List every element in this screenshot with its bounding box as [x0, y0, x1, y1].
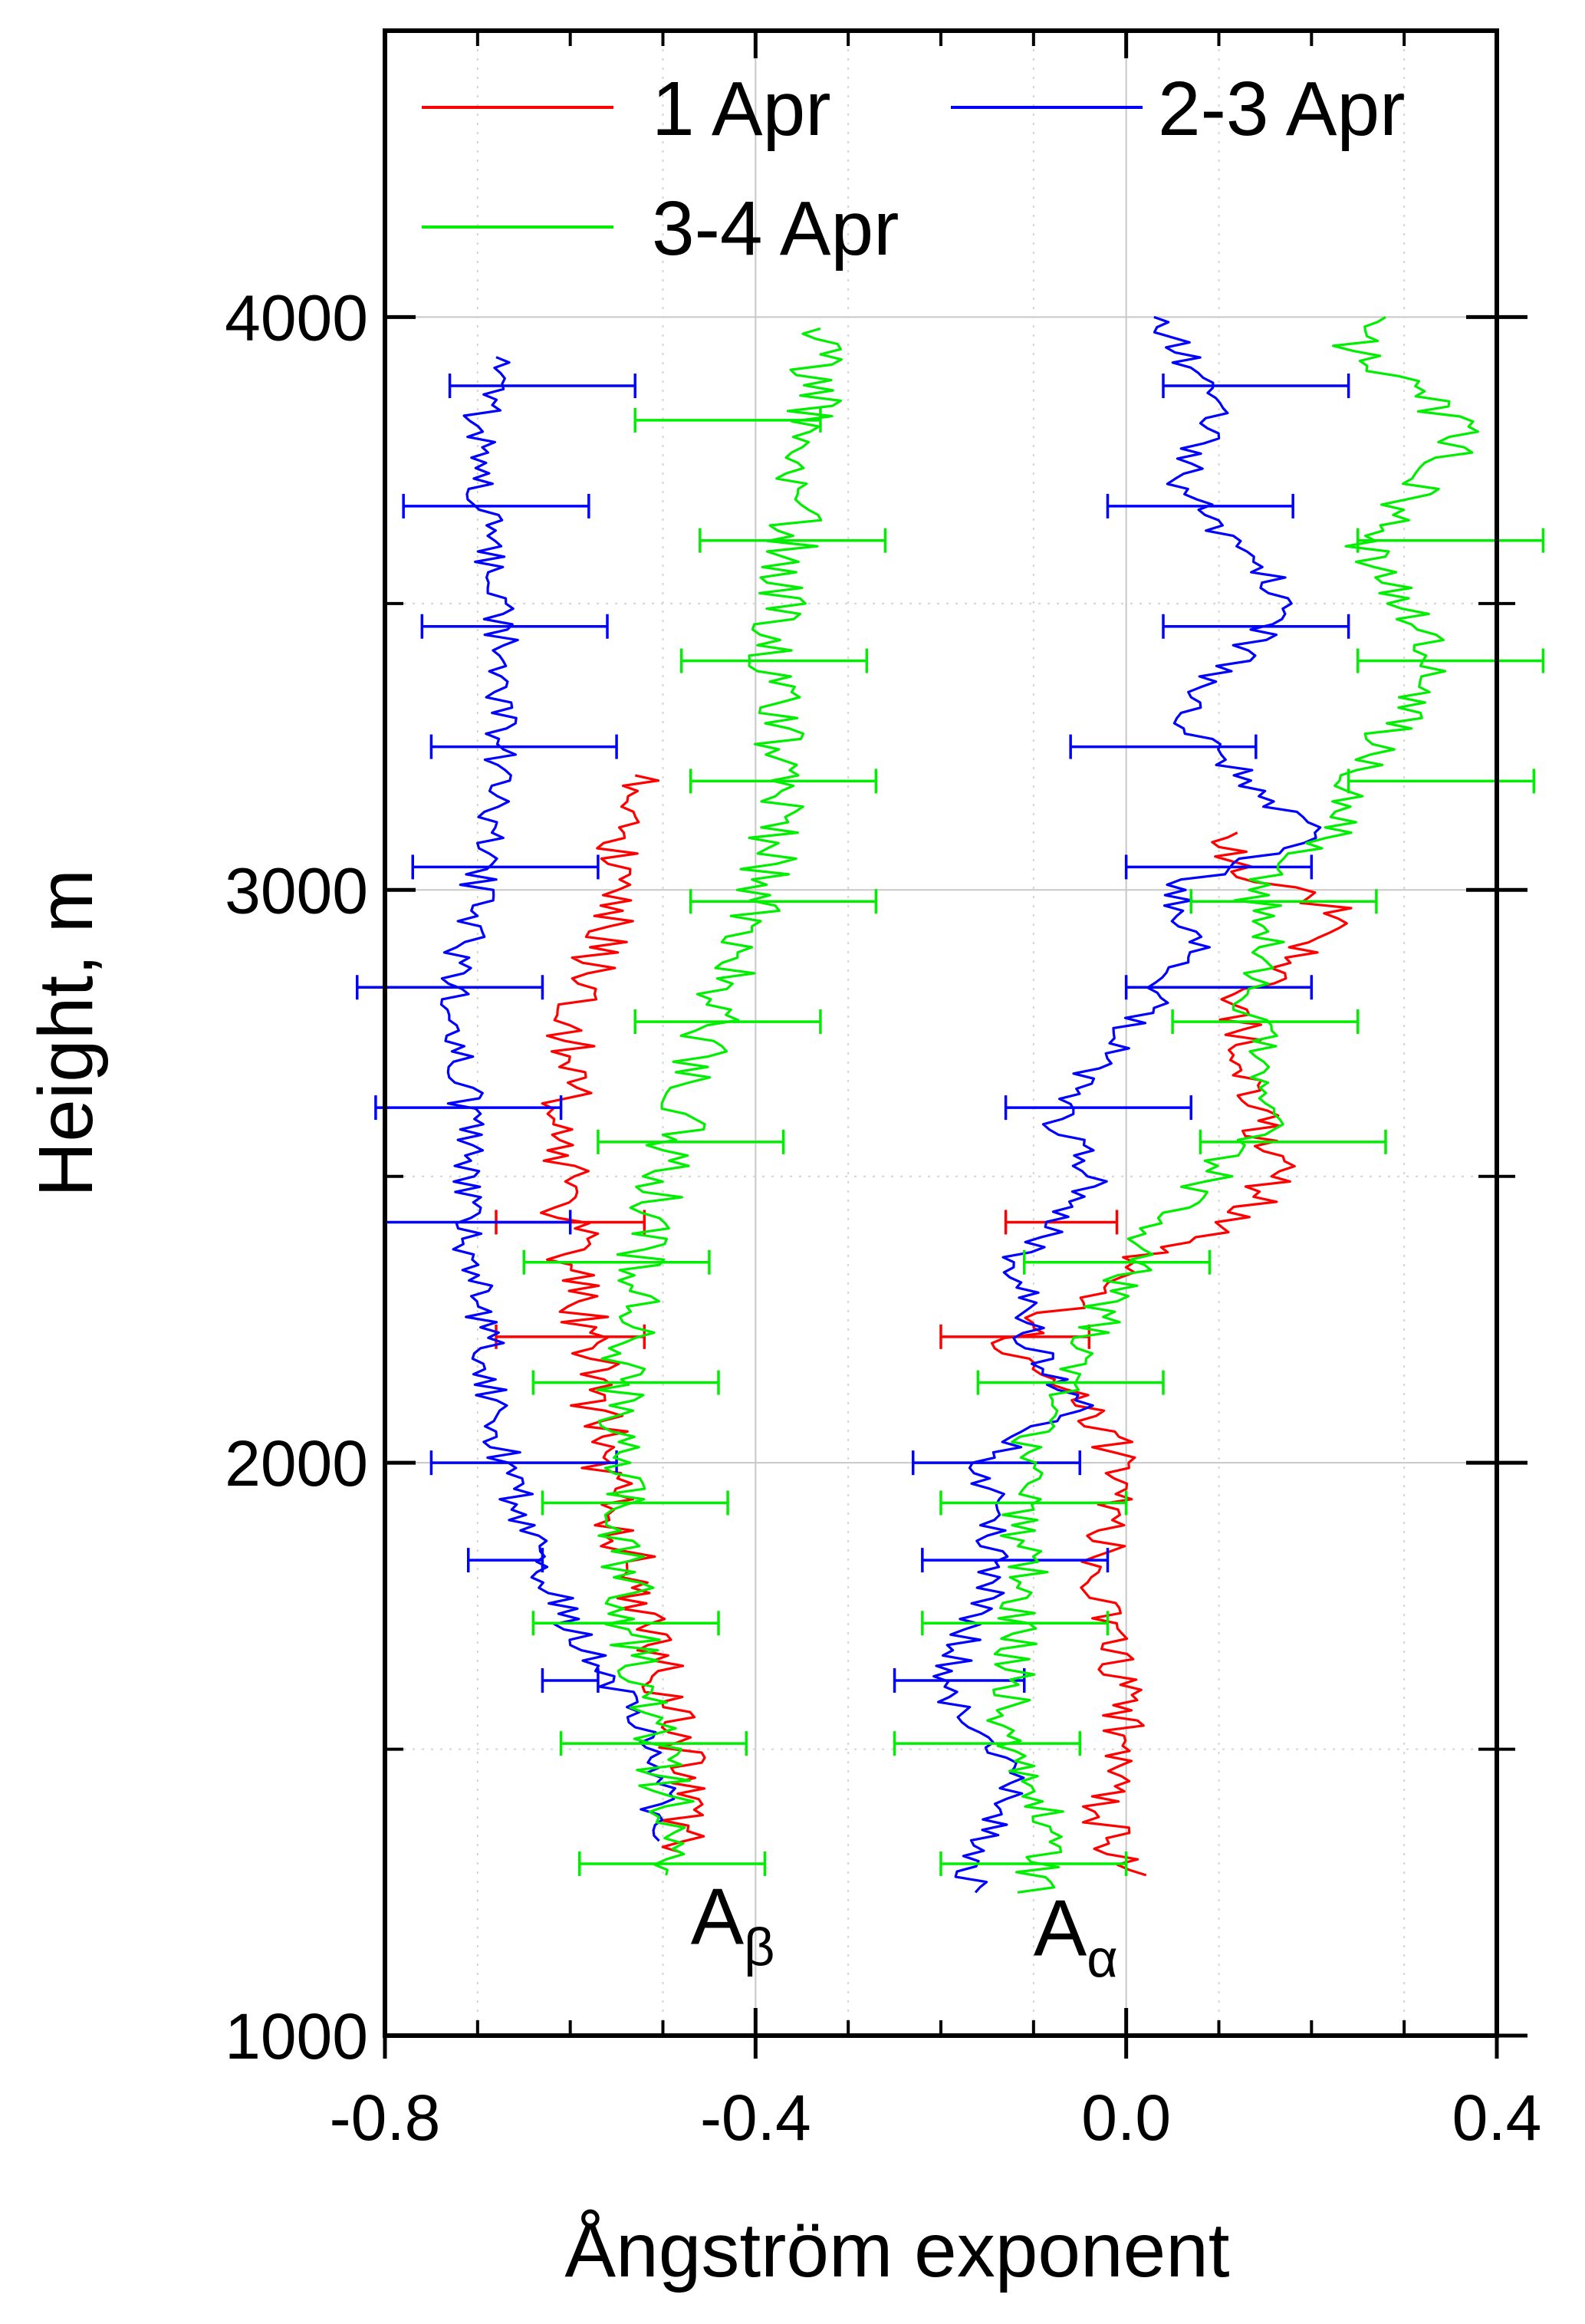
legend-label-1-apr: 1 Apr — [652, 66, 831, 152]
annotation-a-beta: Aβ — [691, 1873, 775, 1977]
error-bar-2-3-apr — [1004, 1095, 1192, 1121]
error-bar-2-3-apr — [912, 1450, 1081, 1476]
error-bar-3-4-apr — [531, 1611, 720, 1636]
series-2-3-apr — [356, 315, 1350, 1894]
error-bar-2-3-apr — [541, 1667, 600, 1693]
y-tick-label: 1000 — [225, 2000, 368, 2072]
error-bar-2-3-apr — [921, 1548, 1110, 1573]
error-bar-3-4-apr — [531, 1370, 720, 1395]
series-line-2-3-apr-a-alpha — [932, 315, 1322, 1894]
error-bar-3-4-apr — [1171, 1009, 1360, 1035]
y-tick-label: 4000 — [225, 281, 368, 354]
error-bar-3-4-apr — [1356, 648, 1545, 673]
error-bar-2-3-apr — [356, 975, 544, 1000]
error-bar-2-3-apr — [1069, 734, 1258, 759]
error-bar-3-4-apr — [1199, 1129, 1387, 1154]
series-line-3-4-apr-a-beta — [596, 327, 843, 1876]
error-bar-3-4-apr — [633, 407, 822, 433]
x-tick-label: 0.4 — [1452, 2082, 1542, 2154]
annotation-main: A — [1034, 1884, 1087, 1973]
error-bar-2-3-apr — [1162, 374, 1350, 399]
y-tick-label: 2000 — [225, 1427, 368, 1499]
annotation-a-alpha: Aα — [1034, 1884, 1118, 1988]
y-axis-title: Height, m — [23, 869, 109, 1197]
series-line-2-3-apr-a-beta — [439, 356, 676, 1842]
error-bar-2-3-apr — [1162, 614, 1350, 639]
error-bar-3-4-apr — [522, 1249, 711, 1275]
error-bar-3-4-apr — [976, 1370, 1165, 1395]
error-bar-2-3-apr — [374, 1095, 563, 1121]
annotation-subscript: β — [744, 1917, 774, 1977]
y-tick-label: 3000 — [225, 854, 368, 927]
annotations: Aβ Aα — [691, 1873, 1118, 1989]
error-bar-1-apr — [1004, 1210, 1119, 1235]
error-bar-3-4-apr — [597, 1129, 785, 1154]
error-bar-2-3-apr — [1124, 854, 1314, 880]
error-bar-3-4-apr — [939, 1490, 1128, 1516]
error-bar-3-4-apr — [559, 1731, 748, 1756]
series-line-3-4-apr-a-alpha — [986, 316, 1479, 1894]
error-bar-3-4-apr — [1023, 1249, 1212, 1275]
error-bar-3-4-apr — [541, 1490, 729, 1516]
series-line-1-apr-a-beta — [540, 774, 706, 1854]
error-bar-3-4-apr — [633, 1009, 822, 1035]
x-tick-label: -0.4 — [700, 2082, 811, 2154]
x-axis-title: Ångström exponent — [564, 2207, 1229, 2293]
error-bar-2-3-apr — [411, 854, 600, 880]
x-tick-label: 0.0 — [1081, 2082, 1171, 2154]
error-bar-2-3-apr — [467, 1548, 544, 1573]
series-3-4-apr — [522, 316, 1545, 1894]
legend-label-3-4-apr: 3-4 Apr — [652, 186, 899, 272]
error-bar-3-4-apr — [689, 769, 878, 794]
error-bar-2-3-apr — [448, 374, 636, 399]
error-bar-3-4-apr — [578, 1851, 767, 1876]
error-bar-3-4-apr — [939, 1851, 1128, 1876]
error-bar-2-3-apr — [402, 493, 590, 518]
error-bar-3-4-apr — [893, 1731, 1081, 1756]
error-bar-2-3-apr — [420, 614, 609, 639]
error-bar-2-3-apr — [1124, 975, 1314, 1000]
legend: 1 Apr 2-3 Apr 3-4 Apr — [422, 66, 1405, 272]
annotation-subscript: α — [1087, 1928, 1117, 1988]
x-tick-label: -0.8 — [330, 2082, 441, 2154]
annotation-main: A — [691, 1873, 745, 1962]
error-bar-3-4-apr — [1347, 769, 1536, 794]
legend-label-2-3-apr: 2-3 Apr — [1158, 66, 1405, 152]
error-bar-3-4-apr — [679, 648, 869, 673]
series-layer — [356, 315, 1545, 1894]
axes: -0.8 -0.4 0.0 0.4 1000 2000 3000 4000 — [225, 31, 1541, 2154]
error-bar-3-4-apr — [1189, 889, 1378, 914]
error-bar-3-4-apr — [1356, 528, 1545, 553]
error-bar-2-3-apr — [429, 734, 618, 759]
error-bar-2-3-apr — [1106, 493, 1294, 518]
error-bar-3-4-apr — [699, 528, 887, 553]
error-bar-3-4-apr — [921, 1611, 1110, 1636]
error-bar-3-4-apr — [689, 889, 878, 914]
